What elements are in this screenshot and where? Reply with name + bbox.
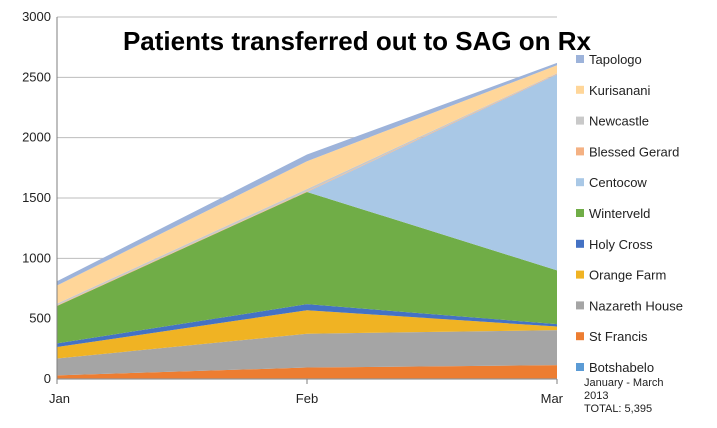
area-holy-cross bbox=[57, 304, 557, 348]
legend-swatch-orange-farm bbox=[576, 270, 584, 279]
legend-swatch-winterveld bbox=[576, 209, 584, 217]
legend-label-winterveld: Winterveld bbox=[589, 206, 650, 221]
legend-swatch-nazareth-house bbox=[576, 301, 584, 310]
y-tick-label: 2000 bbox=[22, 130, 51, 145]
annotation-line-1: January - March bbox=[584, 377, 663, 389]
legend: Tapologo Kurisanani Newcastle Blessed Gerar… bbox=[576, 52, 683, 375]
x-tick-label: Mar bbox=[541, 391, 564, 406]
area-kurisanani bbox=[57, 65, 557, 304]
annotation-line-2: 2013 bbox=[584, 390, 608, 402]
area-orange-farm bbox=[57, 310, 557, 359]
legend-swatch-botshabelo bbox=[576, 363, 584, 371]
legend-label-nazareth-house: Nazareth House bbox=[589, 298, 683, 313]
y-tick-label: 500 bbox=[29, 311, 51, 326]
legend-label-tapologo: Tapologo bbox=[589, 52, 642, 67]
legend-label-st-francis: St Francis bbox=[589, 329, 648, 344]
y-tick-label: 0 bbox=[44, 371, 51, 386]
area-blessed-gerard bbox=[57, 73, 557, 306]
chart-title: Patients transferred out to SAG on Rx bbox=[123, 26, 592, 56]
legend-label-botshabelo: Botshabelo bbox=[589, 360, 654, 375]
legend-label-newcastle: Newcastle bbox=[589, 114, 649, 129]
area-winterveld bbox=[57, 191, 557, 344]
y-tick-label: 1000 bbox=[22, 250, 51, 265]
stacked-areas bbox=[57, 62, 557, 379]
axes: 0 500 1000 1500 2000 2500 3000 Jan Feb Mar bbox=[22, 9, 564, 406]
legend-swatch-newcastle bbox=[576, 116, 584, 125]
area-newcastle bbox=[57, 73, 557, 306]
legend-swatch-holy-cross bbox=[576, 239, 584, 248]
area-nazareth-house bbox=[57, 330, 557, 376]
y-tick-label: 1500 bbox=[22, 190, 51, 205]
area-st-francis bbox=[57, 365, 557, 379]
y-tick-label: 2500 bbox=[22, 69, 51, 84]
annotation-line-3: TOTAL: 5,395 bbox=[584, 403, 652, 415]
x-tick-label: Feb bbox=[296, 391, 318, 406]
area-centocow bbox=[57, 74, 557, 306]
y-tick-label: 3000 bbox=[22, 9, 51, 24]
legend-swatch-blessed-gerard bbox=[576, 147, 584, 156]
x-tick-label: Jan bbox=[49, 391, 70, 406]
legend-label-centocow: Centocow bbox=[589, 175, 647, 190]
legend-label-blessed-gerard: Blessed Gerard bbox=[589, 144, 679, 159]
legend-swatch-st-francis bbox=[576, 332, 584, 341]
legend-swatch-centocow bbox=[576, 178, 584, 187]
legend-swatch-kurisanani bbox=[576, 85, 584, 94]
legend-label-orange-farm: Orange Farm bbox=[589, 268, 666, 283]
legend-label-holy-cross: Holy Cross bbox=[589, 237, 653, 252]
legend-label-kurisanani: Kurisanani bbox=[589, 83, 651, 98]
legend-swatch-tapologo bbox=[576, 55, 584, 63]
